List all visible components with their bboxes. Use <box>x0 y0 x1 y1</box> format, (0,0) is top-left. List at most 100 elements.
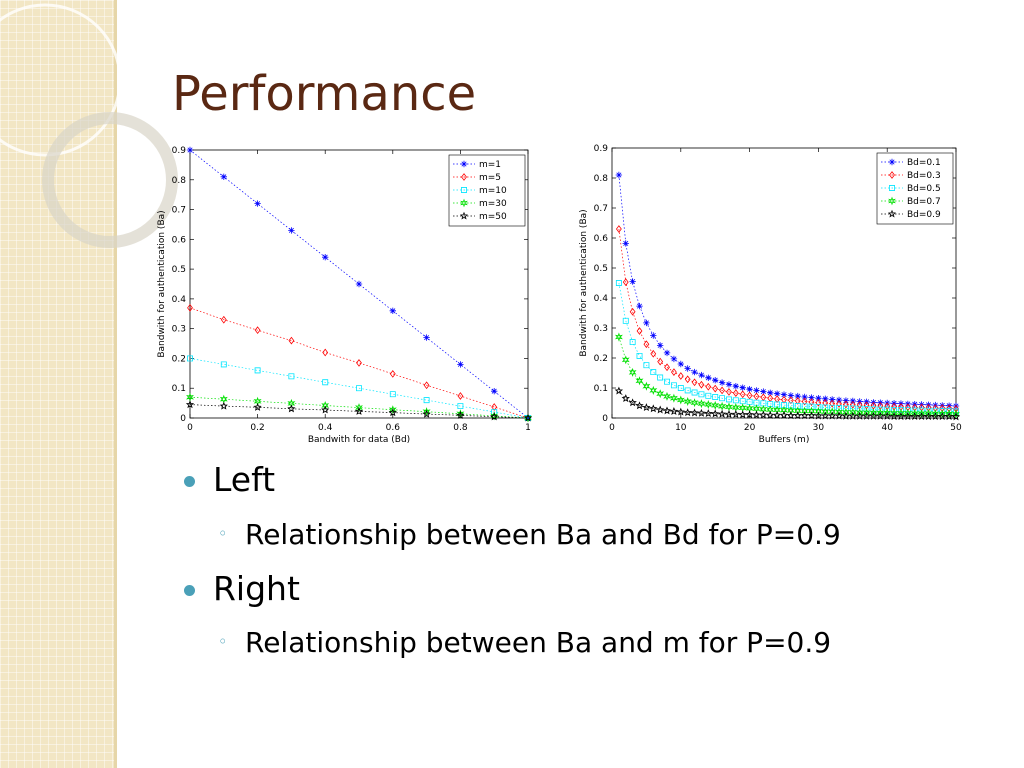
legend-label: m=10 <box>479 186 507 196</box>
sub-bullet-text: Relationship between Ba and Bd for P=0.9 <box>245 518 841 551</box>
data-point <box>656 342 664 349</box>
data-point <box>457 392 464 400</box>
data-point <box>490 411 499 421</box>
data-point <box>671 368 677 376</box>
data-point <box>636 302 643 310</box>
legend-marker <box>461 187 467 193</box>
y-tick-label: 0.3 <box>594 324 608 334</box>
data-point <box>800 411 809 420</box>
data-point <box>739 384 746 391</box>
legend-marker <box>888 196 896 206</box>
data-point <box>745 410 754 419</box>
data-point <box>896 412 906 421</box>
data-point <box>321 405 330 414</box>
data-point <box>821 407 830 417</box>
data-point <box>322 254 329 261</box>
data-point <box>725 402 733 412</box>
data-point <box>615 171 623 179</box>
data-point <box>635 376 644 386</box>
data-point <box>794 392 801 400</box>
series-line <box>189 404 529 419</box>
data-point <box>622 278 629 286</box>
data-point <box>822 399 829 407</box>
data-point <box>731 410 741 418</box>
data-point <box>691 378 698 387</box>
sub-bullet: ◦ <box>218 632 228 651</box>
x-tick-label: 0.4 <box>318 423 333 433</box>
data-point <box>220 173 227 180</box>
data-point <box>690 398 699 408</box>
data-point <box>628 367 637 377</box>
data-point <box>712 377 719 384</box>
data-point <box>683 408 692 417</box>
data-point <box>663 349 671 357</box>
data-point <box>794 403 801 409</box>
data-point <box>746 386 753 393</box>
data-point <box>855 408 864 418</box>
data-point <box>457 361 464 368</box>
charts: 0 0.1 0.2 0.3 0.4 0.5 0.6 0.7 0.8 0.9 0 0.2 0.4 0.6 0.… <box>157 144 962 445</box>
legend-label: m=1 <box>479 160 501 170</box>
data-point <box>828 396 836 403</box>
data-point <box>423 334 430 341</box>
data-point <box>932 407 939 414</box>
data-point <box>814 411 823 420</box>
data-point <box>670 355 678 363</box>
data-point <box>677 385 684 391</box>
data-point <box>615 280 622 286</box>
data-point <box>389 370 396 378</box>
bullet <box>184 476 195 487</box>
data-point <box>642 381 651 391</box>
data-point <box>457 403 464 410</box>
data-point <box>388 405 397 415</box>
data-point <box>801 397 808 406</box>
data-point <box>288 227 295 234</box>
y-tick-label: 0.4 <box>172 295 187 305</box>
data-point <box>780 405 788 415</box>
data-point <box>712 394 719 400</box>
data-point <box>219 401 228 410</box>
data-point <box>389 307 396 314</box>
data-point <box>779 410 789 419</box>
data-point <box>842 397 850 404</box>
data-point <box>889 412 899 421</box>
legend-marker <box>889 185 895 191</box>
data-point <box>753 387 760 394</box>
data-point <box>801 403 808 410</box>
data-point <box>815 395 822 402</box>
y-axis-label: Bandwith for authentication (Ba) <box>579 209 589 356</box>
data-point <box>254 367 261 374</box>
data-point <box>491 403 498 411</box>
y-tick-label: 0.2 <box>172 354 186 364</box>
data-point <box>786 405 795 416</box>
data-point <box>808 398 815 406</box>
data-point <box>739 390 746 399</box>
data-point <box>698 391 705 398</box>
data-point <box>254 200 261 207</box>
data-point <box>718 401 727 411</box>
data-point <box>650 349 657 358</box>
data-point <box>288 336 295 345</box>
data-point <box>698 380 705 389</box>
data-point <box>719 386 725 395</box>
legend-label: m=30 <box>479 199 507 209</box>
data-point <box>629 278 636 285</box>
data-point <box>422 409 431 418</box>
data-point <box>772 410 782 419</box>
data-point <box>835 407 843 417</box>
data-point <box>917 412 926 421</box>
data-point <box>759 410 768 419</box>
data-point <box>787 392 795 399</box>
x-tick-label: 20 <box>744 423 756 433</box>
data-point <box>636 327 643 335</box>
data-point <box>815 398 822 407</box>
data-point <box>655 405 665 414</box>
data-point <box>650 369 657 376</box>
data-point <box>938 412 947 421</box>
legend-label: Bd=0.5 <box>907 184 941 194</box>
x-tick-label: 0 <box>609 423 615 433</box>
data-point <box>904 407 911 414</box>
data-point <box>767 389 774 396</box>
y-tick-label: 0.4 <box>594 294 609 304</box>
data-point <box>628 398 637 407</box>
